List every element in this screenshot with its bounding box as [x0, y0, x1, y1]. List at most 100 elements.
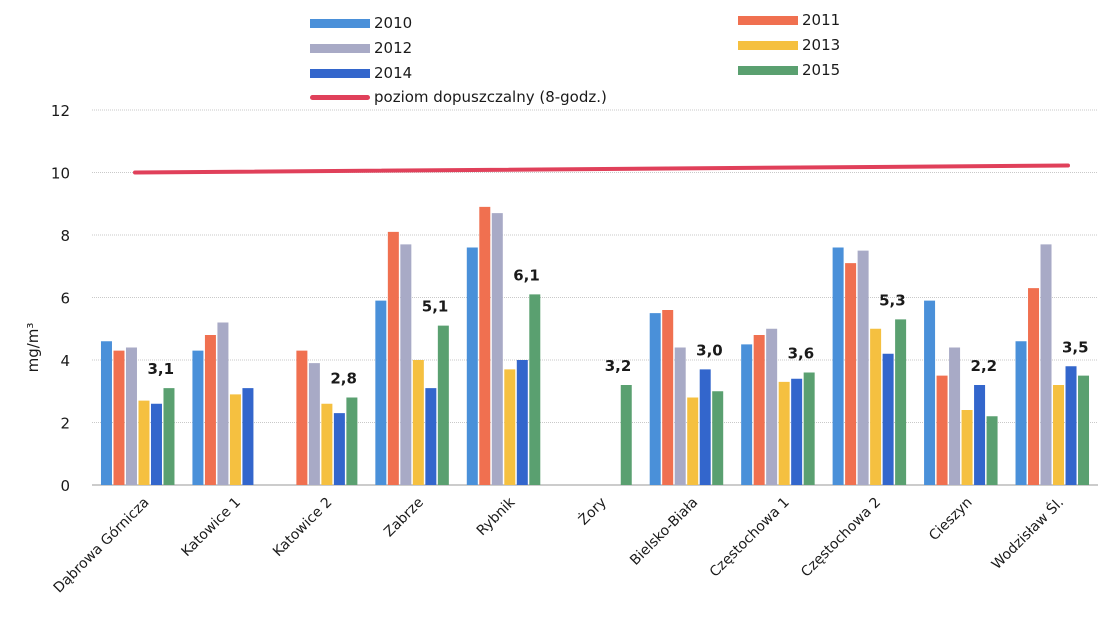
- legend-label-2013: 2013: [802, 36, 841, 54]
- y-tick-label-10: 10: [51, 165, 70, 183]
- data-label-katowice-2: 2,8: [330, 370, 357, 388]
- bar-częstochowa-1-2013: [778, 381, 790, 485]
- legend-label-2015: 2015: [802, 61, 841, 79]
- x-tick-label-katowice-2: Katowice 2: [270, 495, 335, 560]
- legend-swatch-2014: [310, 68, 370, 78]
- bar-cieszyn-2012: [949, 347, 961, 485]
- bar-wodzisław-śl-2012: [1040, 244, 1052, 485]
- bar-wodzisław-śl-2013: [1053, 385, 1065, 485]
- legend-label-2010: 2010: [374, 14, 413, 32]
- bar-bielsko-biała-2014: [699, 369, 711, 485]
- bar-katowice-1-2014: [242, 388, 254, 485]
- x-tick-label-zabrze: Zabrze: [381, 495, 427, 541]
- y-tick-label-6: 6: [60, 290, 70, 308]
- y-tick-label-12: 12: [51, 102, 70, 120]
- bar-częstochowa-1-2012: [766, 328, 778, 485]
- legend-swatch-2011: [738, 15, 798, 25]
- x-tick-label-wodzisław-śl: Wodzisław Śl.: [987, 493, 1067, 573]
- bar-częstochowa-1-2010: [741, 344, 753, 485]
- x-tick-label-katowice-1: Katowice 1: [179, 495, 244, 560]
- bar-cieszyn-2013: [961, 410, 973, 485]
- bar-cieszyn-2011: [936, 375, 948, 485]
- data-label-żory: 3,2: [605, 357, 632, 375]
- bar-wodzisław-śl-2010: [1015, 341, 1027, 485]
- bar-bielsko-biała-2011: [662, 310, 674, 485]
- bar-katowice-2-2015: [346, 397, 358, 485]
- bar-częstochowa-2-2012: [857, 250, 869, 485]
- legend-line-reference: [310, 94, 370, 100]
- data-label-zabrze: 5,1: [422, 298, 449, 316]
- bar-dąbrowa-górnicza-2015: [163, 388, 175, 485]
- y-axis-label: mg/m³: [24, 323, 42, 373]
- bar-częstochowa-1-2011: [753, 335, 765, 485]
- bar-rybnik-2011: [479, 206, 491, 485]
- bar-rybnik-2013: [504, 369, 516, 485]
- legend-label-2011: 2011: [802, 11, 841, 29]
- bar-zabrze-2015: [437, 325, 449, 485]
- bar-zabrze-2010: [375, 300, 387, 485]
- bar-zabrze-2012: [400, 244, 412, 485]
- bar-cieszyn-2014: [974, 385, 986, 485]
- legend-item-reference-line: poziom dopuszczalny (8-godz.): [310, 88, 607, 106]
- legend-item-2013: 2013: [738, 36, 840, 54]
- data-label-cieszyn: 2,2: [971, 357, 998, 375]
- bar-bielsko-biała-2013: [687, 397, 699, 485]
- bar-bielsko-biała-2010: [649, 313, 661, 485]
- bar-rybnik-2015: [529, 294, 541, 485]
- legend-item-2014: 2014: [310, 64, 412, 82]
- bar-częstochowa-1-2015: [803, 372, 815, 485]
- bar-dąbrowa-górnicza-2011: [113, 350, 125, 485]
- bar-rybnik-2012: [491, 213, 503, 485]
- data-label-rybnik: 6,1: [513, 266, 540, 284]
- y-tick-label-4: 4: [60, 352, 70, 370]
- reference-line: [133, 163, 1070, 175]
- bar-katowice-1-2012: [217, 322, 229, 485]
- legend-item-2015: 2015: [738, 61, 840, 79]
- bar-zabrze-2011: [387, 231, 399, 485]
- bar-katowice-2-2011: [296, 350, 308, 485]
- bar-wodzisław-śl-2014: [1065, 366, 1077, 485]
- bar-katowice-1-2013: [229, 394, 241, 485]
- bar-dąbrowa-górnicza-2012: [125, 347, 137, 485]
- bar-katowice-2-2014: [333, 413, 345, 485]
- bar-częstochowa-1-2014: [791, 378, 803, 485]
- data-label-częstochowa-1: 3,6: [788, 345, 815, 363]
- legend-swatch-2015: [738, 65, 798, 75]
- bar-żory-2015: [620, 385, 632, 485]
- x-tick-label-rybnik: Rybnik: [474, 494, 519, 539]
- data-label-bielsko-biała: 3,0: [696, 341, 723, 359]
- legend-item-2012: 2012: [310, 39, 412, 57]
- bar-dąbrowa-górnicza-2013: [138, 400, 150, 485]
- bar-cieszyn-2015: [986, 416, 998, 485]
- bar-rybnik-2014: [516, 360, 528, 485]
- data-label-częstochowa-2: 5,3: [879, 291, 906, 309]
- y-tick-label-2: 2: [60, 415, 70, 433]
- legend-swatch-2010: [310, 18, 370, 28]
- legend-swatch-2012: [310, 43, 370, 53]
- bar-częstochowa-2-2010: [832, 247, 844, 485]
- legend-label-2012: 2012: [374, 39, 413, 57]
- x-tick-label-częstochowa-2: Częstochowa 2: [798, 495, 884, 581]
- bar-bielsko-biała-2012: [674, 347, 686, 485]
- bar-bielsko-biała-2015: [712, 391, 724, 485]
- bar-częstochowa-2-2013: [870, 328, 882, 485]
- x-tick-label-częstochowa-1: Częstochowa 1: [707, 495, 793, 581]
- x-tick-label-dąbrowa-górnicza: Dąbrowa Górnicza: [51, 495, 153, 597]
- bar-dąbrowa-górnicza-2010: [100, 341, 112, 485]
- bar-wodzisław-śl-2011: [1028, 288, 1040, 485]
- x-tick-label-bielsko-biała: Bielsko-Biała: [627, 495, 701, 569]
- bar-katowice-1-2011: [204, 335, 216, 485]
- bar-zabrze-2014: [425, 388, 437, 485]
- bar-częstochowa-2-2014: [882, 353, 894, 485]
- y-tick-label-0: 0: [60, 477, 70, 495]
- legend-swatch-2013: [738, 40, 798, 50]
- bar-katowice-2-2012: [308, 363, 320, 485]
- data-label-wodzisław-śl: 3,5: [1062, 338, 1089, 356]
- bar-wodzisław-śl-2015: [1078, 375, 1090, 485]
- bar-częstochowa-2-2011: [845, 263, 857, 485]
- data-label-dąbrowa-górnicza: 3,1: [147, 360, 174, 378]
- bar-katowice-1-2010: [192, 350, 204, 485]
- bar-rybnik-2010: [466, 247, 478, 485]
